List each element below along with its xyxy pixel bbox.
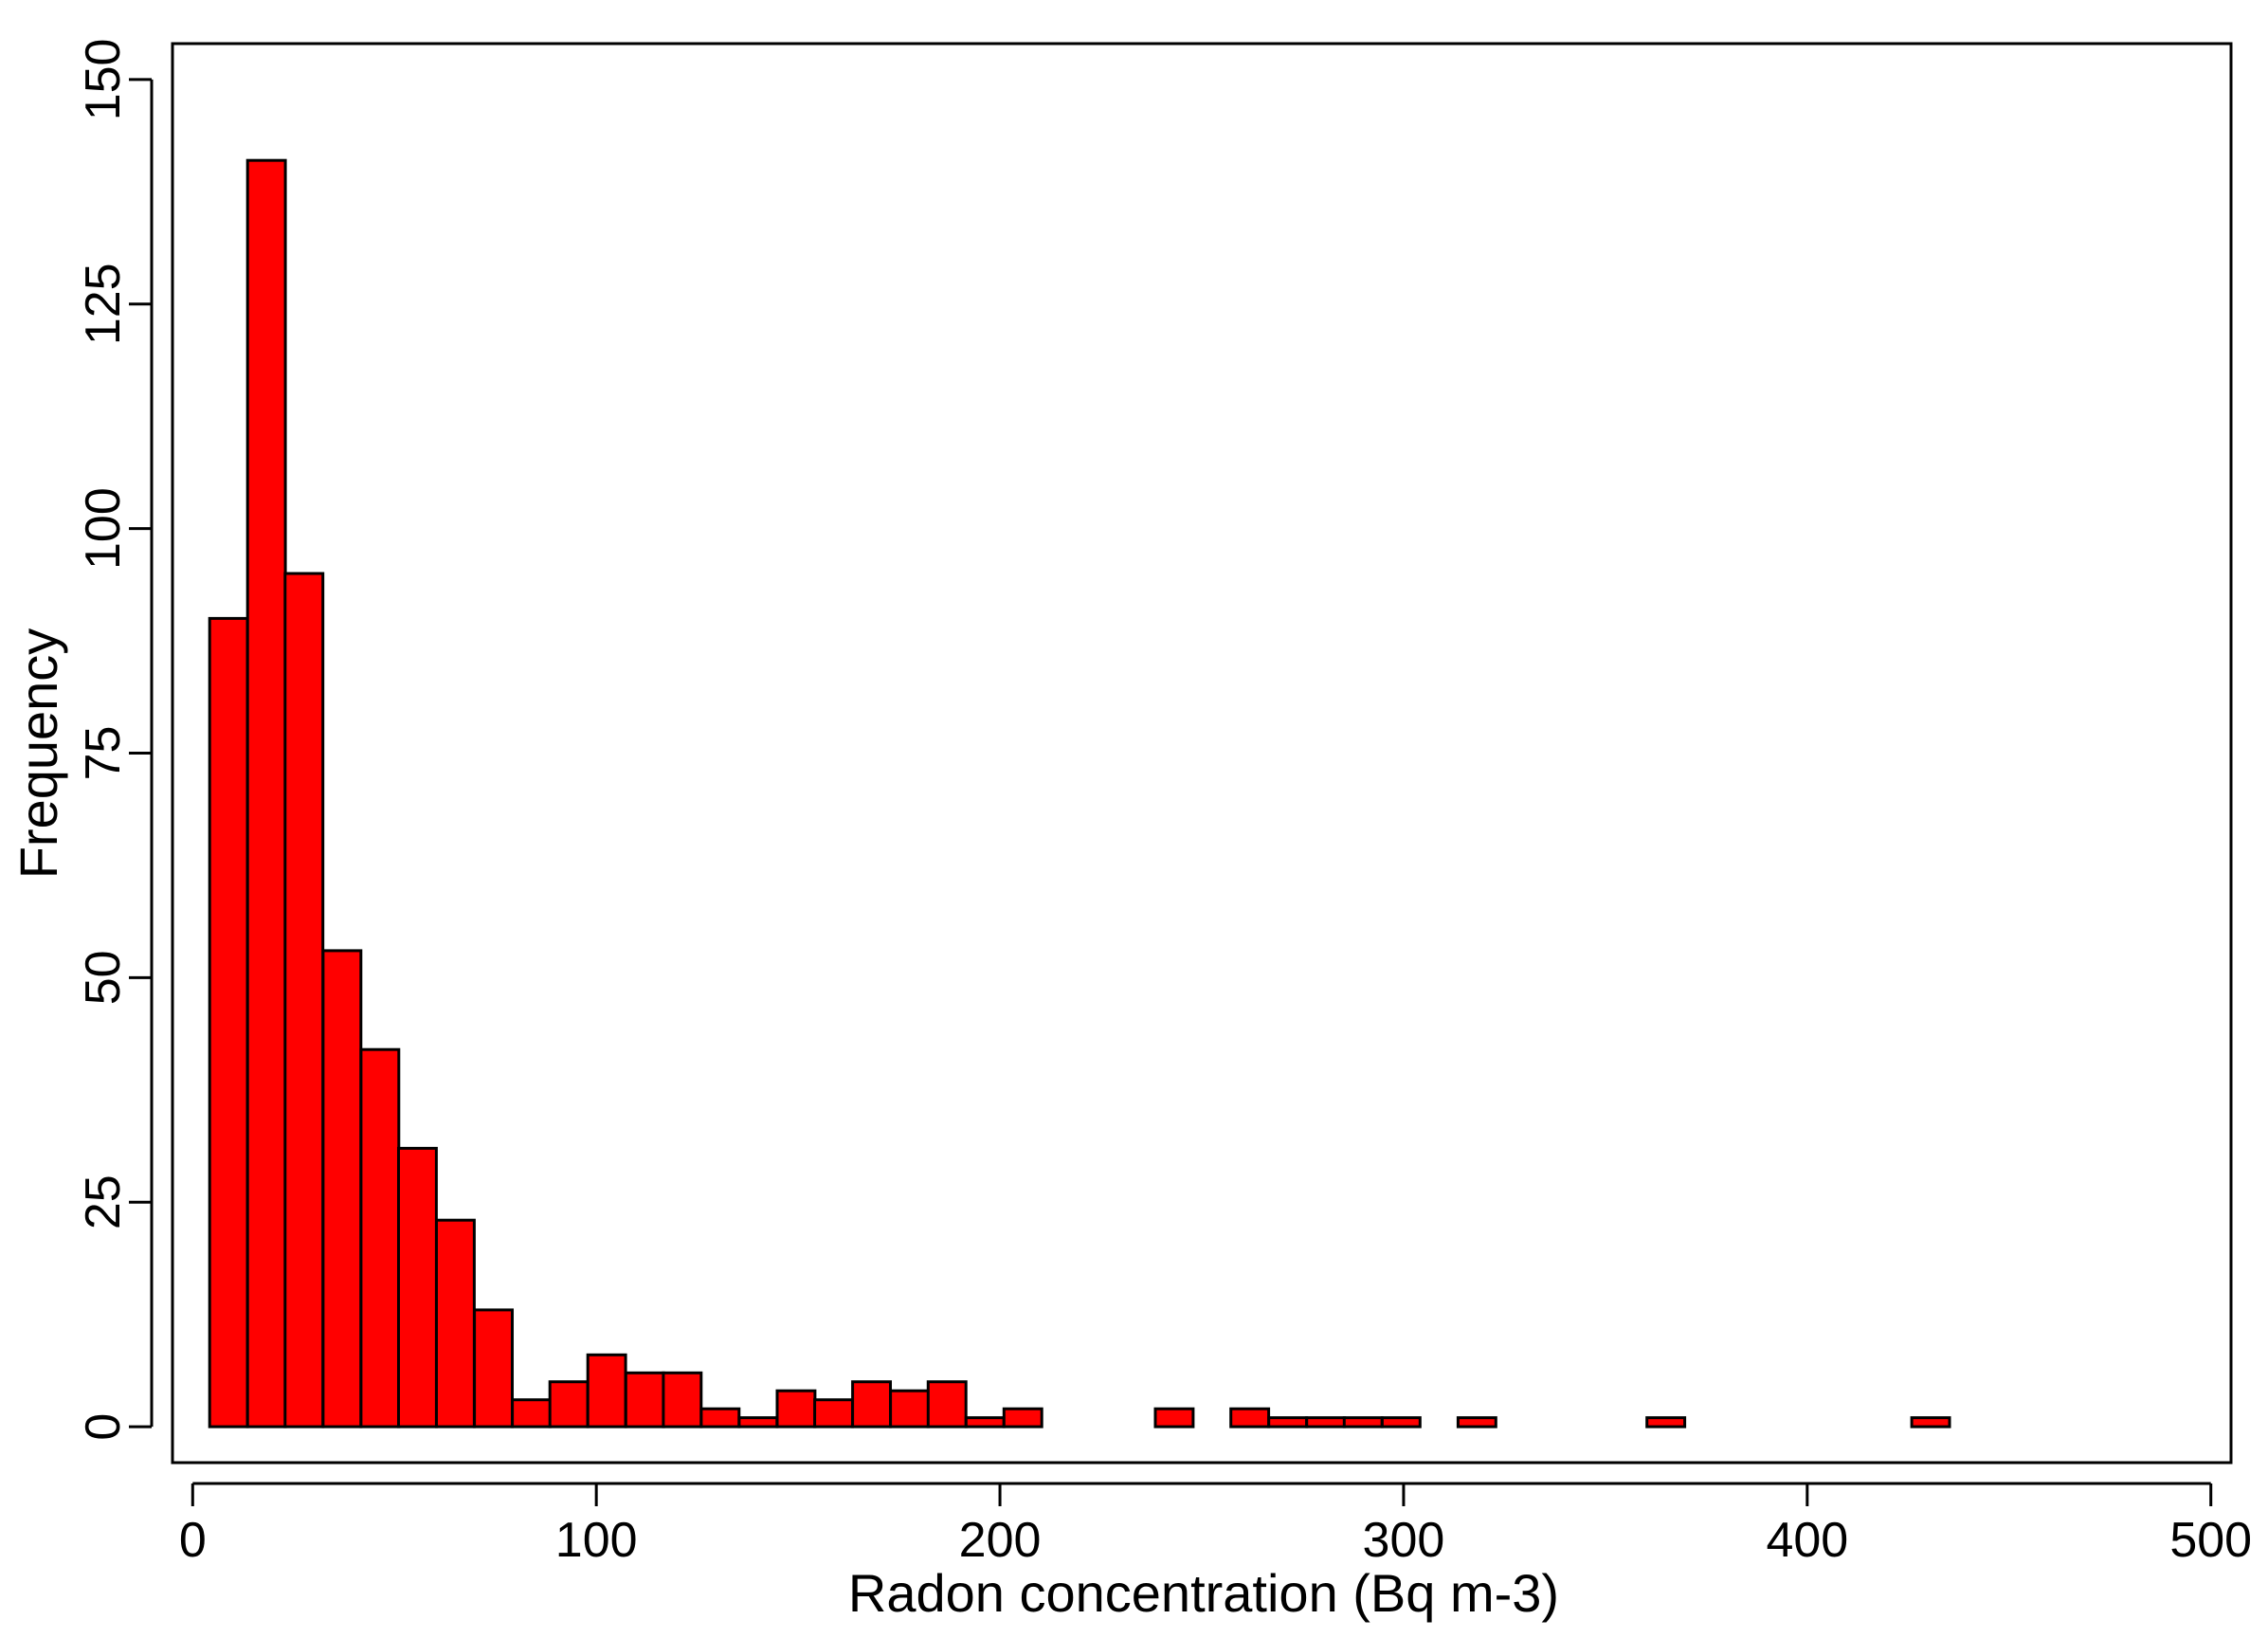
histogram-bar — [1229, 1407, 1271, 1429]
histogram-bar — [662, 1371, 703, 1429]
bars-group — [208, 158, 1951, 1429]
y-tick-label: 125 — [76, 263, 131, 345]
histogram-bar — [1267, 1416, 1309, 1429]
histogram-bar — [624, 1371, 665, 1429]
histogram-bar — [548, 1380, 590, 1429]
x-axis-title: Radon concentration (Bq m-3) — [848, 1563, 1559, 1623]
histogram-bar — [208, 616, 249, 1429]
histogram-bar — [473, 1308, 515, 1429]
histogram-bar — [699, 1407, 741, 1429]
y-tick-label: 0 — [76, 1413, 131, 1441]
histogram-bar — [1380, 1416, 1422, 1429]
histogram-bar — [283, 572, 325, 1429]
histogram-bar — [397, 1146, 438, 1429]
y-axis: 0 25 50 75 100 125 150 — [76, 39, 154, 1441]
x-axis: 0 100 200 300 400 500 — [179, 1482, 2252, 1568]
histogram-bar — [737, 1416, 779, 1429]
y-tick-label: 25 — [76, 1174, 131, 1229]
y-tick-label: 100 — [76, 487, 131, 570]
histogram-bar — [1305, 1416, 1347, 1429]
histogram-bar — [775, 1389, 817, 1429]
histogram-bar — [321, 949, 363, 1429]
x-tick-label: 300 — [1363, 1513, 1445, 1568]
x-tick-label: 200 — [959, 1513, 1042, 1568]
y-tick-label: 150 — [76, 39, 131, 121]
x-tick-label: 500 — [2169, 1513, 2252, 1568]
histogram-bar — [586, 1353, 627, 1429]
histogram-bar — [359, 1047, 401, 1429]
histogram-bar — [1645, 1416, 1687, 1429]
histogram-bar — [1910, 1416, 1951, 1429]
histogram-bar — [245, 158, 287, 1429]
y-tick-label: 50 — [76, 950, 131, 1005]
histogram-bar — [435, 1218, 476, 1429]
x-tick-label: 0 — [179, 1513, 207, 1568]
histogram-bar — [813, 1398, 854, 1429]
histogram-bar — [964, 1416, 1006, 1429]
histogram-bar — [511, 1398, 552, 1429]
histogram-bar — [1342, 1416, 1384, 1429]
x-tick-label: 400 — [1766, 1513, 1848, 1568]
y-tick-label: 75 — [76, 726, 131, 781]
histogram-bar — [1456, 1416, 1497, 1429]
plot-frame — [171, 42, 2233, 1465]
histogram-bar — [851, 1380, 892, 1429]
histogram-bar — [926, 1380, 968, 1429]
y-axis-title: Frequency — [9, 628, 68, 880]
histogram-bar — [1153, 1407, 1195, 1429]
histogram-bar — [889, 1389, 930, 1429]
x-tick-label: 100 — [555, 1513, 638, 1568]
histogram-bar — [1002, 1407, 1043, 1429]
